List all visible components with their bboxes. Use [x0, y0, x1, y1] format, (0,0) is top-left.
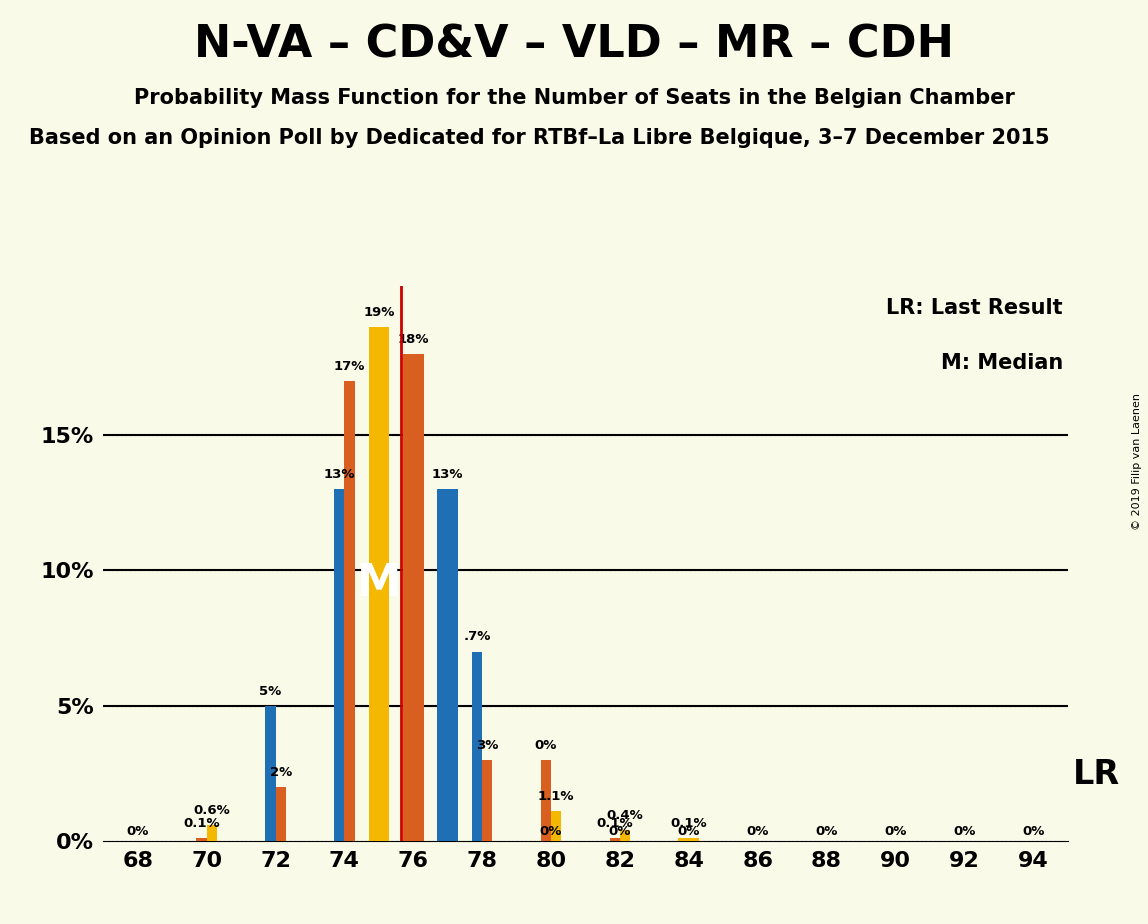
- Text: LR: LR: [1072, 758, 1119, 791]
- Text: 0.1%: 0.1%: [597, 817, 633, 830]
- Text: LR: Last Result: LR: Last Result: [886, 298, 1063, 318]
- Bar: [472, 651, 482, 841]
- Text: 3%: 3%: [476, 738, 498, 751]
- Text: 2%: 2%: [270, 766, 292, 779]
- Text: Based on an Opinion Poll by Dedicated for RTBf–La Libre Belgique, 3–7 December 2: Based on an Opinion Poll by Dedicated fo…: [29, 128, 1050, 148]
- Bar: [369, 327, 389, 841]
- Bar: [334, 490, 344, 841]
- Text: 0%: 0%: [884, 825, 907, 838]
- Text: 0%: 0%: [746, 825, 769, 838]
- Text: Probability Mass Function for the Number of Seats in the Belgian Chamber: Probability Mass Function for the Number…: [133, 88, 1015, 108]
- Text: M: M: [357, 563, 401, 605]
- Text: 0%: 0%: [608, 825, 631, 838]
- Text: 0%: 0%: [535, 738, 557, 751]
- Bar: [482, 760, 492, 841]
- Bar: [403, 354, 424, 841]
- Bar: [265, 706, 276, 841]
- Text: 5%: 5%: [259, 685, 281, 698]
- Text: 13%: 13%: [432, 468, 464, 481]
- Text: 13%: 13%: [324, 468, 355, 481]
- Text: 0.1%: 0.1%: [670, 817, 707, 830]
- Bar: [344, 381, 355, 841]
- Text: 17%: 17%: [334, 360, 365, 373]
- Text: © 2019 Filip van Laenen: © 2019 Filip van Laenen: [1132, 394, 1142, 530]
- Text: M: Median: M: Median: [940, 353, 1063, 373]
- Text: 1.1%: 1.1%: [538, 790, 574, 803]
- Bar: [610, 838, 620, 841]
- Bar: [678, 838, 699, 841]
- Bar: [437, 490, 458, 841]
- Text: 18%: 18%: [397, 333, 429, 346]
- Bar: [196, 838, 207, 841]
- Text: N-VA – CD&V – VLD – MR – CDH: N-VA – CD&V – VLD – MR – CDH: [194, 23, 954, 67]
- Text: .7%: .7%: [464, 630, 490, 643]
- Text: 0.6%: 0.6%: [193, 804, 231, 817]
- Bar: [620, 830, 630, 841]
- Text: 0%: 0%: [540, 825, 563, 838]
- Bar: [276, 786, 286, 841]
- Text: 0%: 0%: [953, 825, 976, 838]
- Text: 0.1%: 0.1%: [184, 817, 219, 830]
- Text: 0%: 0%: [815, 825, 838, 838]
- Text: 0%: 0%: [1022, 825, 1045, 838]
- Bar: [207, 824, 217, 841]
- Text: 0.4%: 0.4%: [606, 808, 644, 822]
- Text: 0%: 0%: [677, 825, 700, 838]
- Bar: [551, 811, 561, 841]
- Bar: [541, 760, 551, 841]
- Text: 19%: 19%: [363, 306, 395, 319]
- Text: 0%: 0%: [126, 825, 149, 838]
